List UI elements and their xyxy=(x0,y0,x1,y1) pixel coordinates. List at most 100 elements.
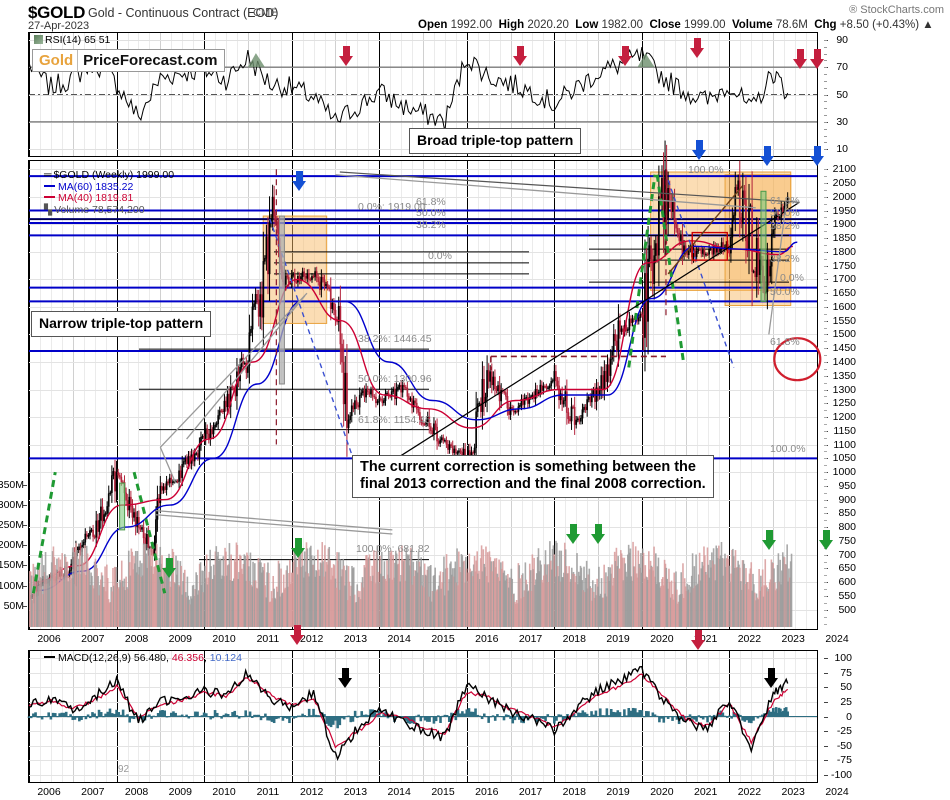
price-legend-ma40-row: MA(40) 1819.81 xyxy=(44,192,174,205)
volume-axis-label-150M: 150M xyxy=(0,559,24,572)
price-x-axis-label-2022: 2022 xyxy=(737,633,762,645)
open-label: Open xyxy=(418,19,448,31)
price-axis-minor-tick xyxy=(824,547,827,549)
rsi-axis-minor-tick xyxy=(824,80,827,82)
macd-gridline-100 xyxy=(29,658,817,659)
macd-panel xyxy=(27,650,818,783)
price-axis-minor-tick xyxy=(824,540,827,542)
chart-date: 27-Apr-2023 xyxy=(28,20,90,32)
close-label: Close xyxy=(649,19,681,31)
price-axis-label-650: 650 xyxy=(838,562,856,575)
price-x-axis-label-2009: 2009 xyxy=(168,633,192,645)
macd-axis-tick xyxy=(824,775,828,776)
price-x-axis-label-2024: 2024 xyxy=(825,633,849,645)
macd-axis-tick xyxy=(824,701,828,703)
gridline-minor xyxy=(806,161,808,629)
gridline-minor xyxy=(652,161,654,629)
price-legend-ma40: MA(40) 1819.81 xyxy=(58,192,134,204)
rsi-axis-minor-tick xyxy=(824,94,827,96)
price-axis-minor-tick xyxy=(824,554,827,556)
price-axis-minor-tick xyxy=(824,176,827,178)
price-axis-minor-tick xyxy=(824,313,827,315)
price-axis-minor-tick xyxy=(824,506,827,508)
rsi-axis-minor-tick xyxy=(824,135,827,137)
volume-bars-icon: ▚ xyxy=(44,203,53,216)
gridline-minor xyxy=(762,161,764,629)
rsi-legend-text: RSI(14) 65 xyxy=(45,34,96,46)
macd-gridline--75 xyxy=(29,760,817,762)
price-axis-label-550: 550 xyxy=(838,590,856,602)
macd-axis-label--25: -25 xyxy=(836,725,852,738)
gridline-year-2022 xyxy=(729,161,731,629)
rsi-axis-label-50: 50 xyxy=(836,88,848,101)
macd-x-axis-label-2009: 2009 xyxy=(168,786,192,798)
rsi-gridline-70 xyxy=(29,67,817,69)
price-legend-ma60: MA(60) 1835.22 xyxy=(58,180,134,193)
high-label: High xyxy=(498,19,525,31)
volume-axis-tick xyxy=(23,605,27,607)
chart-symbol: $GOLD xyxy=(28,3,86,22)
price-axis-minor-tick xyxy=(824,596,827,597)
volume-y-axis: 350M 300M 250M 200M 150M 100M 50M xyxy=(0,160,27,630)
gridline-year-2008 xyxy=(116,161,118,629)
volume-axis-label-350M: 350M xyxy=(0,478,24,491)
macd-axis-label-75: 75 xyxy=(840,666,852,679)
price-axis-minor-tick xyxy=(824,499,827,501)
gridline-minor xyxy=(357,161,359,629)
macd-axis-label--75: -75 xyxy=(836,754,852,767)
price-axis-label-1850: 1850 xyxy=(832,232,856,245)
price-x-axis-label-2012: 2012 xyxy=(300,633,324,645)
price-axis-minor-tick xyxy=(824,189,827,191)
quote-bar: Open 1992.00 High 2020.20 Low 1982.00 Cl… xyxy=(418,19,934,31)
volume-axis-tick xyxy=(23,585,27,587)
macd-x-axis-label-2019: 2019 xyxy=(606,786,630,798)
price-x-axis-label-2006: 2006 xyxy=(37,633,61,645)
macd-x-axis-label-2022: 2022 xyxy=(737,786,762,798)
price-axis-label-1250: 1250 xyxy=(832,397,856,410)
price-x-axis-label-2015: 2015 xyxy=(431,633,455,645)
price-axis-label-1700: 1700 xyxy=(832,273,856,286)
gridline-year-2015 xyxy=(423,161,424,629)
price-axis-minor-tick xyxy=(824,589,827,591)
chg-value: +8.50 (+0.43%) ▲ xyxy=(839,19,934,31)
price-x-axis-label-2019: 2019 xyxy=(606,633,630,645)
gridline-year-2007 xyxy=(72,161,74,629)
price-axis-minor-tick xyxy=(824,561,827,563)
rsi-axis-minor-tick xyxy=(824,149,827,151)
macd-x-axis-label-2006: 2006 xyxy=(37,786,61,798)
volume-axis-tick xyxy=(23,484,27,486)
price-axis-minor-tick xyxy=(824,183,827,184)
macd-x-axis-label-2017: 2017 xyxy=(518,786,543,798)
price-gridline-2000 xyxy=(29,196,817,198)
gridline-minor xyxy=(751,161,753,629)
macd-x-axis-label-2012: 2012 xyxy=(300,786,324,798)
rsi-axis-minor-tick xyxy=(824,74,827,75)
price-axis-label-1300: 1300 xyxy=(832,383,856,396)
price-axis-minor-tick xyxy=(824,609,827,611)
price-axis-minor-tick xyxy=(824,444,827,446)
volume-axis-label-100M: 100M xyxy=(0,579,24,592)
price-legend: ═ $GOLD (Weekly) 1999.00 MA(60) 1835.22 M… xyxy=(44,169,174,216)
macd-hist-value: 10.124 xyxy=(209,652,242,664)
gridline-minor xyxy=(50,161,52,629)
rsi-icon xyxy=(34,35,43,44)
macd-x-axis-label-2013: 2013 xyxy=(343,786,368,798)
price-plot xyxy=(29,140,822,627)
macd-axis-tick xyxy=(824,745,828,747)
gridline-minor xyxy=(171,161,173,629)
price-gridline-1100 xyxy=(29,444,817,446)
price-axis-minor-tick xyxy=(824,320,827,322)
price-axis-label-800: 800 xyxy=(838,521,856,534)
price-axis-minor-tick xyxy=(824,602,827,604)
gridline-minor xyxy=(707,161,709,629)
macd-gridline--50 xyxy=(29,745,817,747)
macd-axis-label--100: -100 xyxy=(830,769,852,781)
price-gridline-2100 xyxy=(29,169,817,171)
low-label: Low xyxy=(575,19,599,31)
gridline-minor xyxy=(696,161,698,629)
price-axis-minor-tick xyxy=(824,169,827,171)
rsi-axis-minor-tick xyxy=(824,46,827,48)
macd-x-axis: 2006 2007 2008 2009 2010 2011 2012 2013 2014 2015… xyxy=(28,785,848,799)
macd-gridline-50 xyxy=(29,687,817,689)
